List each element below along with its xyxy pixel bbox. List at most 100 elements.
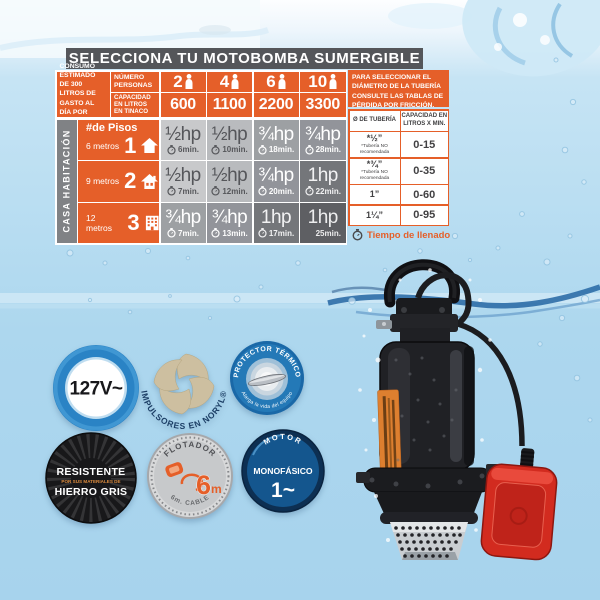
resistant-line3: HIERRO GRIS: [55, 486, 128, 498]
stopwatch-icon: [258, 228, 267, 238]
splash-curve: [492, 6, 526, 66]
pump-cell: 1hp 17min.: [253, 203, 299, 244]
bubbles: [66, 57, 593, 423]
resistant-badge: RESISTENTE POR SUS MATERIALES DE HIERRO …: [44, 431, 138, 530]
float-cable: [457, 321, 525, 447]
power-cable: [415, 272, 472, 327]
floors-row-2: 9 metros 2: [78, 161, 159, 202]
foam-bubble: [494, 43, 502, 51]
pipe-row-size: *¾” *Tubería NO recomendada: [349, 158, 400, 184]
floors-count: 1: [124, 132, 137, 158]
selection-table-body: CASA HABITACIÓN #de Pisos 6 metros 1 ½hp…: [55, 118, 347, 245]
person-icon: [231, 74, 239, 90]
stopwatch-icon: [352, 229, 363, 241]
splash-spot: [388, 3, 472, 29]
people-count: 6: [266, 71, 276, 91]
height-label: 12 metros: [86, 213, 112, 234]
people-count-cell: 4: [207, 71, 252, 92]
people-count-cell: 2: [160, 71, 206, 92]
capacity-header: CAPACIDAD EN LITROS EN TINACO: [111, 93, 159, 117]
fill-time: 28min.: [315, 145, 341, 155]
side-label: CASA HABITACIÓN: [61, 129, 72, 233]
tank-capacity: 2200: [253, 93, 299, 117]
floors-count: 3: [127, 210, 140, 236]
pump-cell: ½hp 10min.: [207, 119, 252, 160]
cable-coil-icon: [180, 473, 204, 492]
side-label-strip: CASA HABITACIÓN: [56, 119, 77, 244]
pump-label: [377, 389, 402, 483]
fill-time: 7min.: [178, 186, 199, 196]
legend-label: Tiempo de llenado: [367, 229, 451, 241]
pipe-capacity-header: CAPACIDAD EN LITROS X MIN.: [401, 110, 448, 131]
stopwatch-icon: [304, 144, 314, 155]
splash-spot: [199, 25, 231, 35]
voltage-label: 127V~: [70, 379, 123, 400]
consumption-note: CONSUMO ESTIMADO DE 300 LITROS DE GASTO …: [56, 63, 110, 125]
house-icon: [141, 138, 159, 154]
fill-time: 22min.: [315, 186, 341, 196]
tank-capacity: 1100: [207, 93, 252, 117]
resistant-line2: POR SUS MATERIALES DE: [61, 479, 120, 484]
floors-title: #de Pisos: [86, 121, 138, 134]
impellers-badge: IMPULSORES EN NORYL®: [136, 338, 232, 439]
motor-middle-label: MONOFÁSICO: [253, 466, 313, 476]
floors-count: 2: [124, 168, 137, 194]
pump-cell: 1hp 25min.: [300, 203, 346, 244]
two-story-house-icon: [141, 173, 159, 189]
pump-cell: ½hp 7min.: [160, 161, 206, 202]
float-icon: [165, 462, 184, 477]
foam-bubble: [540, 35, 550, 45]
water-streak-dark: [327, 284, 600, 309]
stopwatch-icon: [304, 186, 314, 197]
stopwatch-icon: [167, 186, 176, 197]
thermal-badge: PROTECTOR TÉRMICO Alarga la vida del equ…: [228, 339, 306, 422]
float-badge: 6 m FLOTADOR 6m. CABLE: [146, 432, 234, 525]
pipe-row-capacity: 0-15: [401, 132, 448, 157]
pipe-row-capacity: 0-60: [401, 185, 448, 204]
pipe-row-size: 1”: [349, 185, 400, 204]
stopwatch-icon: [211, 186, 220, 197]
water-splash: [462, 0, 600, 77]
fill-time: 25min.: [315, 228, 341, 238]
stopwatch-icon: [258, 186, 267, 197]
stopwatch-icon: [211, 144, 220, 155]
pump-cell: ½hp 6min.: [160, 119, 206, 160]
impeller-icon: [153, 353, 215, 415]
fill-time: 20min.: [268, 186, 295, 196]
pipe-row-size: *½” *Tubería NO recomendada: [349, 132, 400, 157]
stopwatch-icon: [167, 228, 176, 238]
pipe-table: Ø DE TUBERÍA CAPACIDAD EN LITROS X MIN. …: [348, 109, 449, 226]
people-count: 4: [219, 71, 230, 91]
float-length-unit: m: [211, 482, 222, 496]
person-icon: [278, 74, 286, 90]
pump-cell: ¾hp 28min.: [300, 119, 346, 160]
resistant-line1: RESISTENTE: [57, 466, 126, 478]
pump-volute: [374, 492, 482, 518]
pump-cell: ¾hp 7min.: [160, 203, 206, 244]
people-count-cell: 6: [253, 71, 299, 92]
height-label: 6 metros: [86, 140, 120, 151]
fill-time: 7min.: [178, 228, 199, 238]
height-label: 9 metros: [86, 176, 120, 187]
pipe-row-capacity: 0-35: [401, 158, 448, 184]
fill-time: 17min.: [268, 228, 295, 238]
fill-time: 18min.: [268, 145, 295, 155]
building-icon: [145, 216, 159, 231]
bimetal-strip-icon: [247, 374, 287, 386]
float-length-value: 6: [196, 470, 211, 500]
stopwatch-icon: [211, 228, 220, 238]
people-count: 10: [308, 71, 328, 91]
pump-cell: ¾hp 18min.: [253, 119, 299, 160]
foam-bubble: [513, 13, 527, 27]
water-spray: [358, 268, 492, 542]
tank-capacity: 600: [160, 93, 206, 117]
motor-badge: MOTOR MONOFÁSICO 1~: [241, 429, 325, 518]
pump-cell: ½hp 12min.: [207, 161, 252, 202]
pipe-row-size: 1¼”: [349, 205, 400, 225]
people-count: 2: [173, 71, 183, 91]
person-icon: [329, 74, 337, 90]
people-header: NÚMERO PERSONAS: [111, 71, 159, 92]
pump-cell: ¾hp 13min.: [207, 203, 252, 244]
float-switch: [480, 448, 558, 561]
